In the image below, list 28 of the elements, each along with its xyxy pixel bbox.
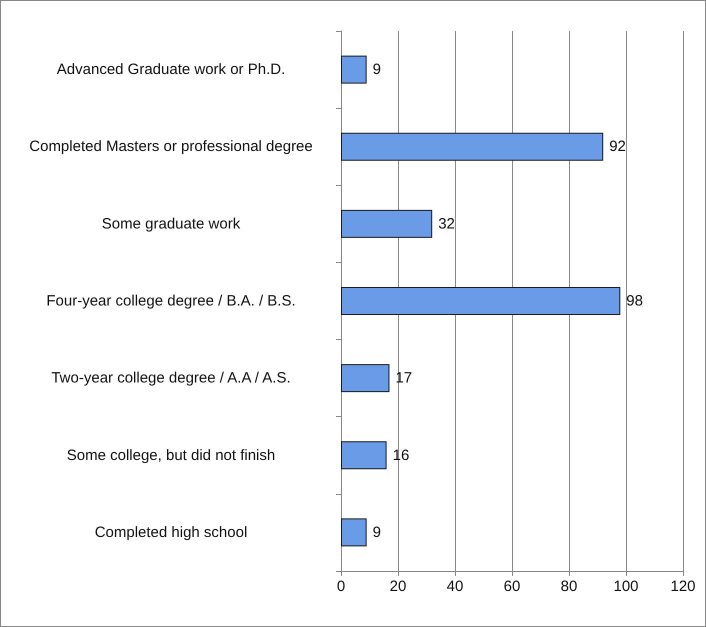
y-tick-label: Two-year college degree / A.A / A.S.	[51, 370, 291, 387]
bar	[341, 364, 390, 392]
data-label: 9	[372, 524, 381, 541]
y-tick-label: Completed high school	[94, 524, 248, 541]
bar	[341, 441, 387, 470]
x-tick-label: 100	[613, 578, 639, 595]
x-tick-label: 60	[504, 578, 520, 595]
x-tick-label: 40	[446, 578, 464, 595]
bar	[341, 132, 604, 161]
data-label: 9	[372, 61, 381, 78]
data-label: 32	[438, 215, 455, 232]
data-label: 16	[392, 446, 410, 464]
x-tick-label: 20	[390, 578, 406, 595]
x-tick-label: 0	[336, 578, 346, 595]
data-label: 98	[626, 292, 643, 310]
y-tick-label: Four-year college degree / B.A. / B.S.	[46, 292, 296, 310]
bar	[341, 210, 432, 238]
x-tick-label: 120	[670, 578, 696, 595]
x-tick-label: 80	[560, 578, 578, 595]
data-label: 17	[395, 370, 412, 387]
y-tick-label: Some college, but did not finish	[66, 446, 276, 464]
data-label: 92	[609, 138, 626, 156]
bar	[341, 518, 367, 546]
y-tick-label: Some graduate work	[102, 215, 241, 232]
bar	[341, 56, 367, 84]
y-tick-label: Advanced Graduate work or Ph.D.	[56, 61, 286, 78]
bar	[341, 287, 620, 315]
y-tick-label: Completed Masters or professional degree	[29, 138, 313, 156]
